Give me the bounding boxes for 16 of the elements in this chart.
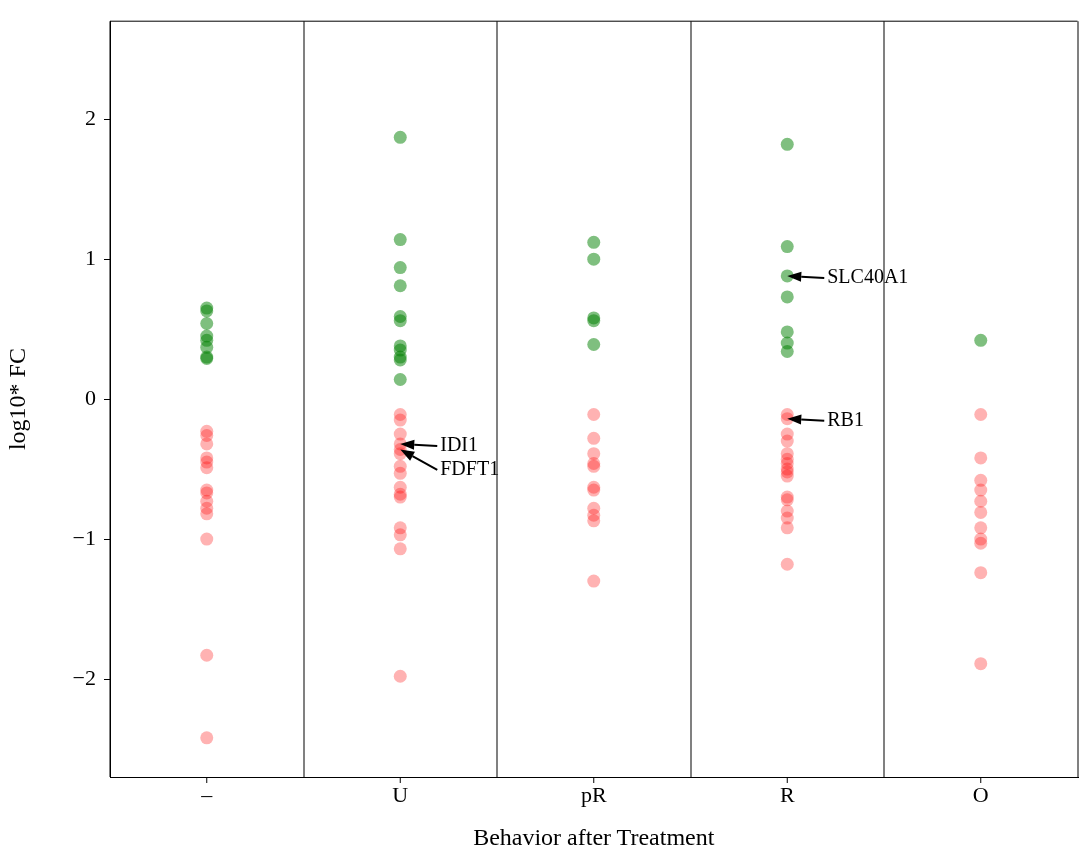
x-tick-label: U [392,781,409,807]
annotation: IDI1 [440,433,479,456]
y-axis-title: log10* FC [3,348,30,451]
x-tick-label: R [779,781,795,807]
x-tick-label: – [200,781,214,807]
y-tick-label: −2 [72,664,96,690]
x-tick-label: pR [580,781,607,807]
annotation: RB1 [827,407,864,430]
x-tick-label: O [972,781,989,807]
y-tick-label: −1 [72,524,96,550]
annotation: FDFT1 [440,457,500,480]
y-tick-label: 2 [85,104,96,130]
annotation: SLC40A1 [827,265,909,288]
y-tick-label: 0 [85,384,96,410]
x-axis-title: Behavior after Treatment [473,823,715,850]
y-tick-label: 1 [85,244,96,270]
